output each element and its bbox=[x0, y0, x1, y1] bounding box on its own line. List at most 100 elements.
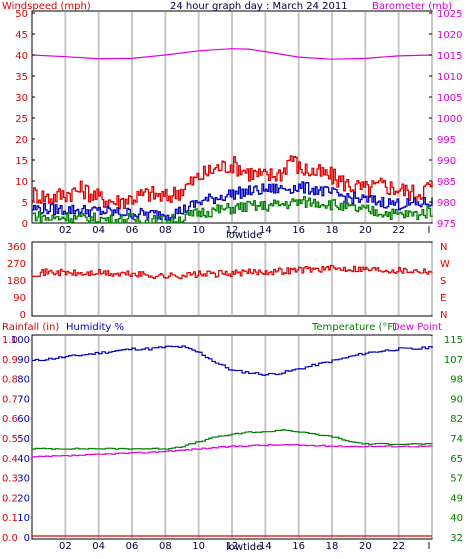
direction-tick-label: 360 bbox=[7, 242, 26, 253]
temp-x-tick-label: 10 bbox=[192, 541, 205, 552]
temp-x-tick-label: 14 bbox=[259, 541, 272, 552]
humidity-tick-label: 80 bbox=[17, 375, 30, 386]
rain-tick-label: 0.9 bbox=[2, 355, 18, 366]
dewpoint-axis-label: Dew Point bbox=[392, 322, 442, 333]
wind-tick-label: 50 bbox=[15, 9, 28, 20]
wind-series-blue bbox=[32, 181, 433, 221]
compass-tick-label: S bbox=[440, 276, 446, 287]
rain-tick-label: 0.5 bbox=[2, 434, 18, 445]
temperature-tick-label: 115 bbox=[444, 335, 463, 346]
temperature-tick-label: 32 bbox=[450, 533, 463, 544]
rain-tick-label: 0.2 bbox=[2, 493, 18, 504]
wind-x-tick-label: 14 bbox=[259, 225, 272, 236]
wind-tick-label: 40 bbox=[15, 51, 28, 62]
wind-tick-label: 0 bbox=[22, 219, 28, 230]
temp-x-tick-label: 20 bbox=[359, 541, 372, 552]
temp-x-tick-label: 06 bbox=[126, 541, 139, 552]
barometer-tick-label: 1015 bbox=[437, 51, 462, 62]
temp-series-green bbox=[32, 429, 433, 450]
wind-series-magenta bbox=[31, 48, 433, 60]
wind-x-tick-label: 20 bbox=[359, 225, 372, 236]
rain-tick-label: 0.1 bbox=[2, 513, 18, 524]
humidity-tick-label: 10 bbox=[17, 513, 30, 524]
wind-x-tick-label: 16 bbox=[292, 225, 305, 236]
temp-x-tick-label: 04 bbox=[92, 541, 105, 552]
rain-tick-label: 0.6 bbox=[2, 414, 18, 425]
wind-x-tick-label: I bbox=[428, 225, 431, 236]
wind-tick-label: 5 bbox=[22, 198, 28, 209]
humidity-tick-label: 100 bbox=[11, 335, 30, 346]
humidity-tick-label: 50 bbox=[17, 434, 30, 445]
wind-axis-label: Windspeed (mph) bbox=[2, 1, 91, 12]
temperature-tick-label: 57 bbox=[450, 474, 463, 485]
wind-tick-label: 30 bbox=[15, 93, 28, 104]
temp-x-tick-label: 12 bbox=[226, 541, 239, 552]
wind-x-tick-label: 18 bbox=[326, 225, 339, 236]
wind-x-tick-label: 04 bbox=[92, 225, 105, 236]
temp-x-tick-label: 18 bbox=[326, 541, 339, 552]
rainfall-axis-label: Rainfall (in) bbox=[2, 322, 59, 333]
wind-x-tick-label: 08 bbox=[159, 225, 172, 236]
temperature-tick-label: 74 bbox=[450, 434, 463, 445]
barometer-tick-label: 975 bbox=[437, 219, 456, 230]
temp-x-tick-label: 22 bbox=[392, 541, 405, 552]
rain-tick-label: 0.3 bbox=[2, 474, 18, 485]
wind-tick-label: 20 bbox=[15, 135, 28, 146]
wind-tick-label: 35 bbox=[15, 72, 28, 83]
barometer-tick-label: 985 bbox=[437, 177, 456, 188]
rain-tick-label: 0.0 bbox=[2, 533, 18, 544]
barometer-tick-label: 995 bbox=[437, 135, 456, 146]
wind-x-tick-label: 22 bbox=[392, 225, 405, 236]
direction-tick-label: 0 bbox=[20, 310, 26, 321]
compass-tick-label: E bbox=[440, 293, 446, 304]
wind-series-green bbox=[32, 195, 433, 224]
rain-tick-label: 0.8 bbox=[2, 375, 18, 386]
direction-series-red bbox=[32, 264, 433, 280]
humidity-tick-label: 40 bbox=[17, 454, 30, 465]
direction-tick-label: 90 bbox=[13, 293, 26, 304]
rain-tick-label: 1.0 bbox=[2, 335, 18, 346]
humidity-tick-label: 0 bbox=[24, 533, 30, 544]
barometer-tick-label: 1010 bbox=[437, 72, 462, 83]
temp-x-tick-label: I bbox=[428, 541, 431, 552]
temperature-tick-label: 90 bbox=[450, 394, 463, 405]
rain-tick-label: 0.4 bbox=[2, 454, 18, 465]
wind-series-red bbox=[32, 155, 433, 210]
temp-x-axis-label: lowtide bbox=[226, 542, 262, 553]
wind-x-tick-label: 10 bbox=[192, 225, 205, 236]
wind-tick-label: 45 bbox=[15, 30, 28, 41]
rain-humidity-temp-panel: 0.0 00.1 100.2 200.3 300.4 400.5 500.6 600.7 700… bbox=[2, 322, 463, 553]
temperature-tick-label: 40 bbox=[450, 513, 463, 524]
rain-tick-label: 0.7 bbox=[2, 394, 18, 405]
temperature-tick-label: 65 bbox=[450, 454, 463, 465]
barometer-tick-label: 1020 bbox=[437, 30, 462, 41]
temperature-tick-label: 107 bbox=[444, 355, 463, 366]
humidity-axis-label: Humidity % bbox=[66, 322, 124, 333]
temp-series-blue bbox=[32, 345, 433, 376]
wind-x-tick-label: 12 bbox=[226, 225, 239, 236]
temperature-tick-label: 98 bbox=[450, 375, 463, 386]
humidity-tick-label: 70 bbox=[17, 394, 30, 405]
compass-tick-label: N bbox=[440, 310, 447, 321]
barometer-tick-label: 1025 bbox=[437, 9, 462, 20]
wind-x-axis-label: lowtide bbox=[226, 230, 262, 241]
wind-tick-label: 10 bbox=[15, 177, 28, 188]
temperature-axis-label: Temperature (°F) bbox=[311, 322, 397, 333]
temp-x-tick-label: 08 bbox=[159, 541, 172, 552]
wind-x-tick-label: 02 bbox=[59, 225, 72, 236]
temp-x-tick-label: 02 bbox=[59, 541, 72, 552]
humidity-tick-label: 30 bbox=[17, 474, 30, 485]
wind-x-tick-label: 06 bbox=[126, 225, 139, 236]
humidity-tick-label: 90 bbox=[17, 355, 30, 366]
temperature-tick-label: 49 bbox=[450, 493, 463, 504]
barometer-tick-label: 990 bbox=[437, 156, 456, 167]
wind-tick-label: 25 bbox=[15, 114, 28, 125]
barometer-axis-label: Barometer (mb) bbox=[372, 1, 452, 12]
direction-tick-label: 180 bbox=[7, 276, 26, 287]
humidity-tick-label: 20 bbox=[17, 493, 30, 504]
wind-tick-label: 15 bbox=[15, 156, 28, 167]
direction-tick-label: 270 bbox=[7, 259, 26, 270]
